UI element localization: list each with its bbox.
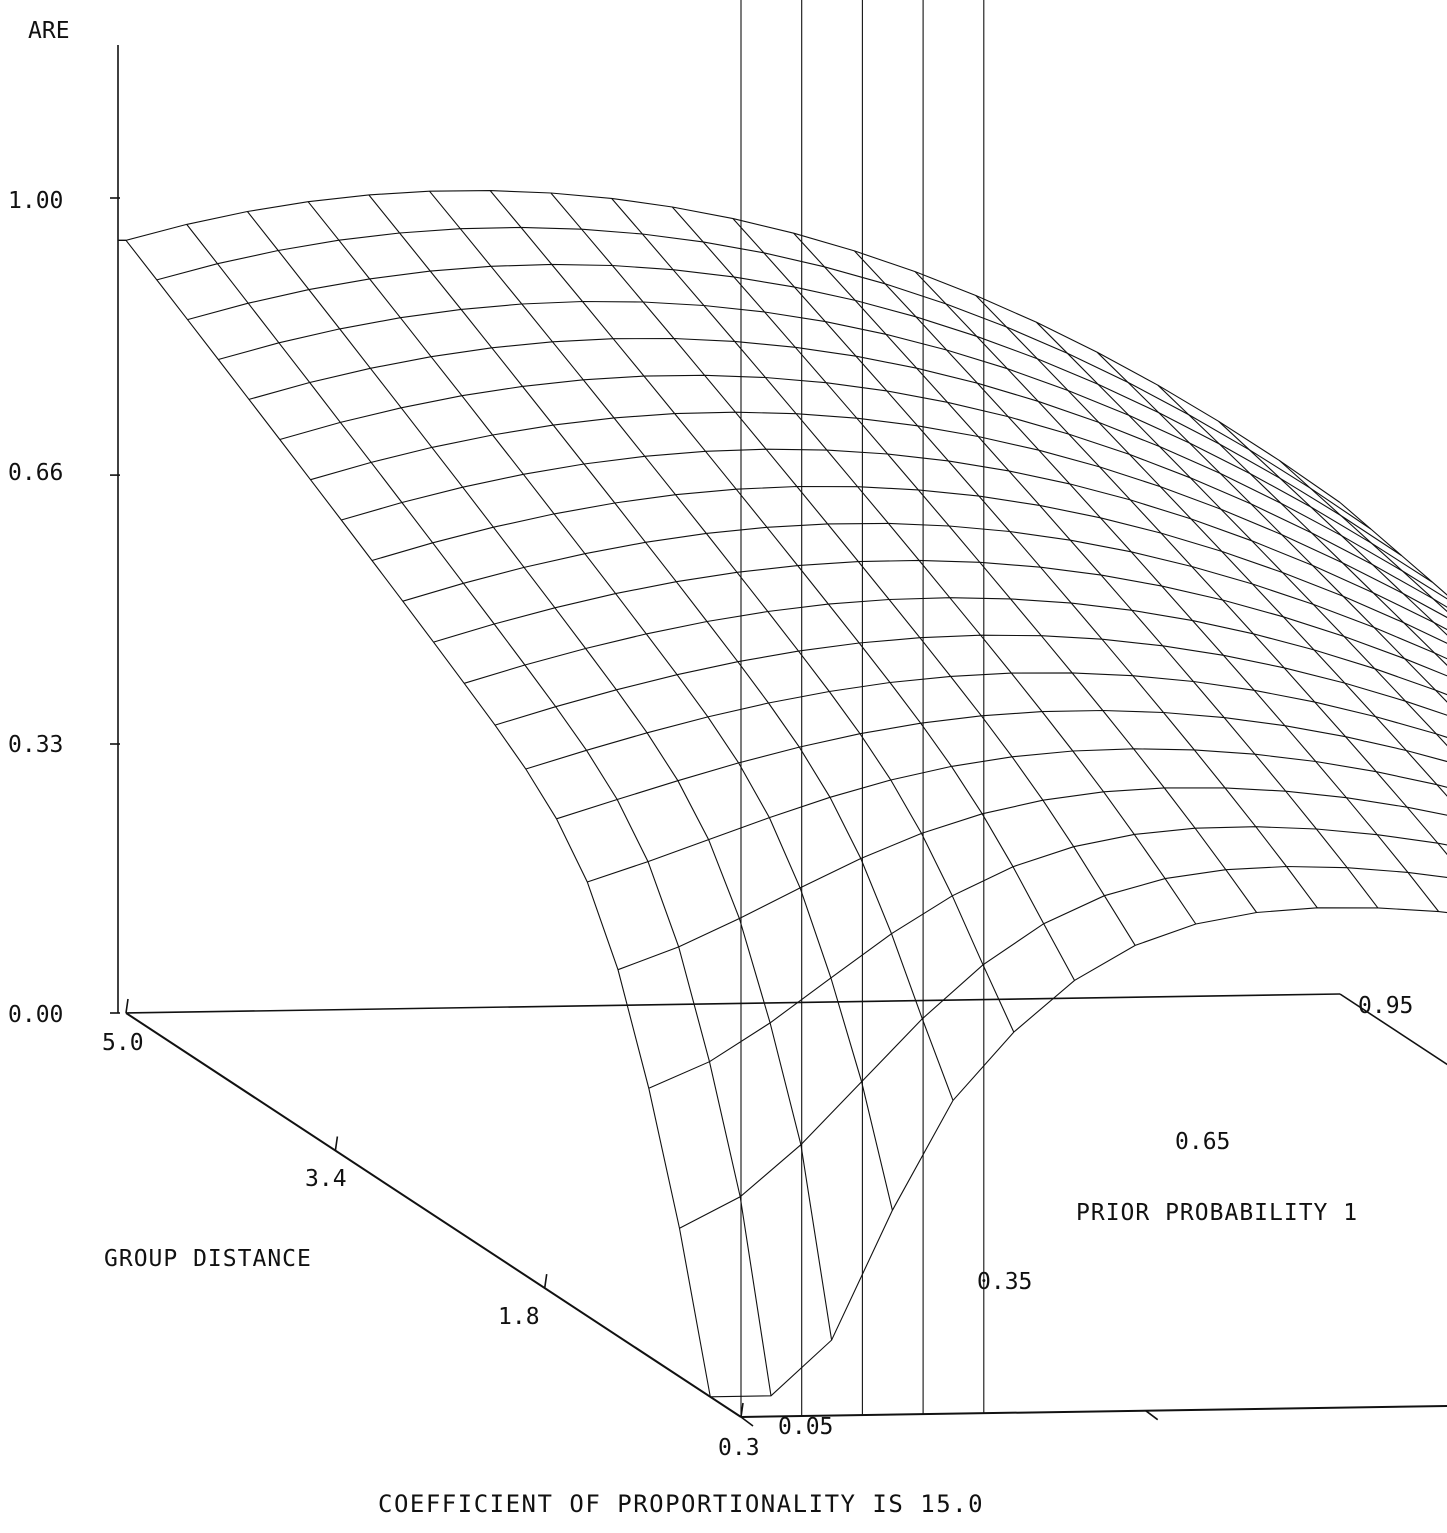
x-tick-mark (543, 1273, 548, 1289)
x-tick-mark (125, 998, 129, 1014)
surface-line-prior-direction (125, 190, 1341, 503)
surface-line-prior-direction (679, 865, 1447, 1229)
prior-probability-axis-line (740, 1404, 1447, 1418)
surface-line-distance-direction (975, 295, 1447, 797)
chart-caption: COEFFICIENT OF PROPORTIONALITY IS 15.0 (378, 1490, 984, 1518)
x-tick-mark (334, 1136, 339, 1151)
surface-line-distance-direction (1036, 321, 1447, 747)
z-tick-label-000: 0.00 (8, 1002, 63, 1028)
x-axis-title: GROUP DISTANCE (104, 1246, 312, 1272)
surface-line-distance-direction (1278, 459, 1447, 613)
surface-line-prior-direction (710, 907, 1447, 1398)
surface-line-distance-direction (914, 271, 1447, 856)
y-tick-label-095: 0.95 (1358, 993, 1413, 1019)
surface-line-prior-direction (248, 337, 1447, 600)
y-tick-mark (740, 1416, 754, 1427)
ticks (110, 197, 1159, 1427)
surface-line-distance-direction (1096, 351, 1447, 703)
surface-line-distance-direction (186, 224, 772, 1396)
surface-line-prior-direction (341, 448, 1447, 631)
surface-line-prior-direction (617, 787, 1447, 971)
surface-line-prior-direction (525, 672, 1447, 770)
z-tick-label-066: 0.66 (8, 460, 63, 486)
surface-line-prior-direction (556, 709, 1447, 820)
y-axis-title: PRIOR PROBABILITY 1 (1076, 1200, 1358, 1226)
surface-line-prior-direction (433, 559, 1447, 677)
surface-line-distance-direction (246, 211, 833, 1341)
surface-line-distance-direction (1339, 502, 1447, 596)
back-floor-edge-line (125, 993, 1341, 1014)
x-tick-label-34: 3.4 (305, 1166, 347, 1192)
z-tick-label-100: 1.00 (8, 188, 63, 214)
z-tick-label-033: 0.33 (8, 732, 63, 758)
surface-line-distance-direction (125, 239, 711, 1397)
y-tick-label-065: 0.65 (1175, 1129, 1230, 1155)
x-tick-label-03: 0.3 (718, 1435, 760, 1461)
surface-line-distance-direction (732, 218, 1318, 909)
x-tick-label-18: 1.8 (498, 1304, 540, 1330)
surface-line-distance-direction (1157, 384, 1447, 666)
x-tick-mark (740, 1402, 744, 1418)
surface-line-distance-direction (307, 201, 893, 1211)
surface-line-distance-direction (793, 232, 1379, 909)
surface-mesh (118, 0, 1447, 1417)
surface-line-prior-direction (279, 374, 1447, 608)
surface-line-distance-direction (1218, 420, 1447, 636)
surface-line-distance-direction (429, 190, 1015, 1033)
surface-line-distance-direction (550, 192, 1136, 946)
surface-line-distance-direction (611, 198, 1197, 925)
surface-line-distance-direction (368, 194, 954, 1101)
x-tick-label-50: 5.0 (102, 1030, 144, 1056)
back-right-floor-edge-line (1339, 993, 1447, 1066)
surface-line-distance-direction (853, 250, 1440, 912)
group-distance-axis-line (125, 1012, 742, 1418)
axes (117, 45, 1447, 1418)
surface-line-distance-direction (489, 190, 1075, 981)
surface-line-distance-direction (671, 206, 1258, 913)
z-axis-title: ARE (28, 18, 70, 44)
y-tick-label-005: 0.05 (778, 1414, 833, 1440)
surface-line-prior-direction (310, 411, 1447, 619)
y-tick-mark (1145, 1410, 1159, 1421)
surface-line-prior-direction (156, 226, 1372, 530)
surface-line-prior-direction (648, 826, 1447, 1089)
y-tick-label-035: 0.35 (977, 1269, 1032, 1295)
surface-line-prior-direction (587, 748, 1447, 883)
surface-line-prior-direction (464, 597, 1447, 696)
